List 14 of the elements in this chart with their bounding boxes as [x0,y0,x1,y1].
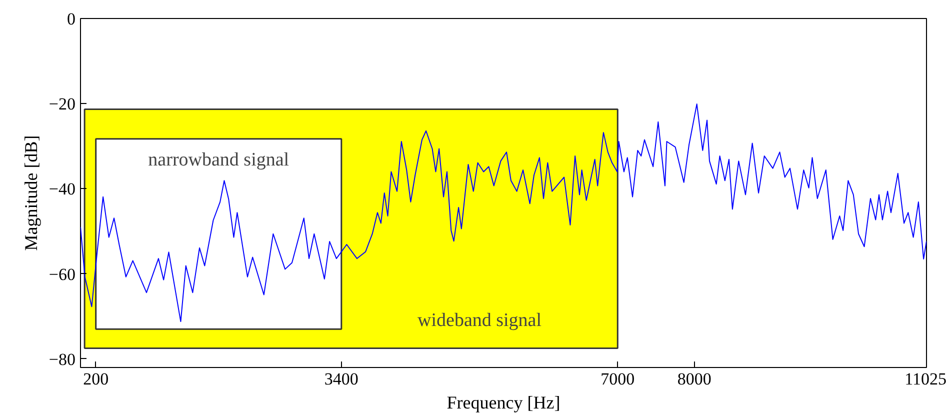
x-tick-label: 200 [83,370,109,388]
x-tick-label: 7000 [600,370,635,388]
x-tick-label: 8000 [677,370,712,388]
band-label: narrowband signal [148,149,290,170]
y-tick-label: −60 [48,264,76,284]
y-tick-label: −40 [48,180,76,199]
x-tick-label: 11025 [904,370,946,388]
x-tick-label: 3400 [324,370,358,388]
y-tick-label: −80 [48,350,76,369]
x-axis-title: Frequency [Hz] [446,392,560,412]
y-tick-label: −20 [48,94,76,114]
y-axis-title: Magnitude [dB] [20,135,41,251]
band-label: wideband signal [418,310,542,331]
y-tick-label: 0 [67,10,76,28]
